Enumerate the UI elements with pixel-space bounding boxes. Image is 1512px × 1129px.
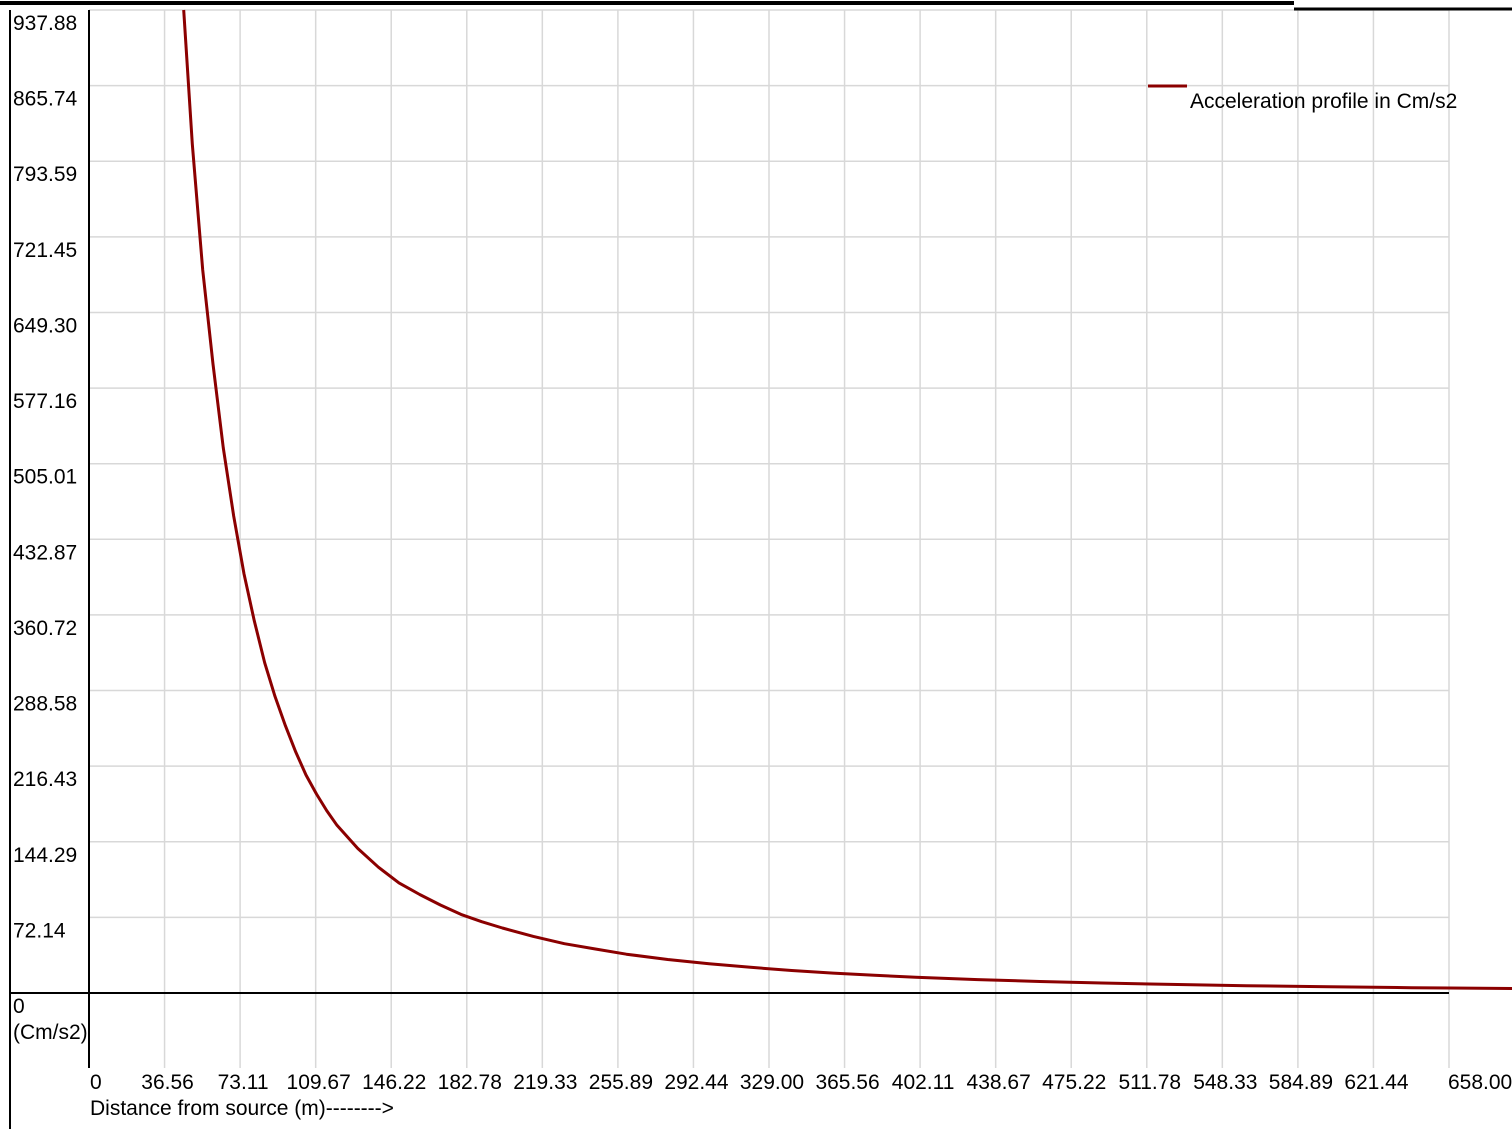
x-tick-label: 146.22 <box>362 1071 426 1094</box>
y-tick-label: 649.30 <box>13 314 77 337</box>
series-layer <box>182 9 1512 990</box>
x-tick-label: 182.78 <box>438 1071 502 1094</box>
x-tick-labels: 0 36.56 73.11 109.67 146.22 182.78 219.33 255.8… <box>90 1071 1512 1094</box>
x-tick-label: 36.56 <box>141 1071 194 1094</box>
x-tick-label: 292.44 <box>664 1071 729 1094</box>
y-tick-label: 865.74 <box>13 88 78 111</box>
x-tick-label: 584.89 <box>1269 1071 1333 1094</box>
x-tick-label: 329.00 <box>740 1071 804 1094</box>
x-tick-label: 402.11 <box>892 1071 955 1094</box>
y-tick-label: 937.88 <box>13 12 77 35</box>
y-tick-label: 0 <box>13 995 25 1018</box>
y-tick-label: 793.59 <box>13 163 77 186</box>
x-tick-label: 511.78 <box>1118 1071 1181 1094</box>
y-tick-labels: 0 72.14 144.29 216.43 288.58 360.72 432.87 505.… <box>13 12 78 1018</box>
x-tick-label: 438.67 <box>967 1071 1031 1094</box>
grid <box>89 9 1450 1068</box>
x-tick-label: 109.67 <box>287 1071 351 1094</box>
y-tick-label: 72.14 <box>13 919 66 942</box>
y-tick-label: 144.29 <box>13 844 77 867</box>
y-tick-label: 721.45 <box>13 239 77 262</box>
x-tick-label: 219.33 <box>513 1071 577 1094</box>
y-tick-label: 288.58 <box>13 693 77 716</box>
x-axis-label: Distance from source (m)--------> <box>90 1097 394 1120</box>
y-axis-unit-label: (Cm/s2) <box>13 1021 88 1044</box>
x-tick-label: 0 <box>90 1071 102 1094</box>
x-tick-label: 658.00 <box>1448 1071 1512 1094</box>
y-tick-label: 577.16 <box>13 390 77 413</box>
legend: Acceleration profile in Cm/s2 <box>1148 84 1457 113</box>
y-tick-label: 360.72 <box>13 617 77 640</box>
x-tick-label: 365.56 <box>815 1071 879 1094</box>
y-tick-label: 216.43 <box>13 768 77 791</box>
x-tick-label: 73.11 <box>218 1071 269 1094</box>
x-tick-label: 475.22 <box>1042 1071 1106 1094</box>
y-tick-label: 432.87 <box>13 541 77 564</box>
x-tick-label: 621.44 <box>1344 1071 1409 1094</box>
axes <box>10 10 1449 1068</box>
x-tick-label: 548.33 <box>1193 1071 1257 1094</box>
x-tick-label: 255.89 <box>589 1071 653 1094</box>
series-line <box>182 9 1512 990</box>
y-tick-label: 505.01 <box>13 466 77 489</box>
legend-label: Acceleration profile in Cm/s2 <box>1190 90 1457 113</box>
